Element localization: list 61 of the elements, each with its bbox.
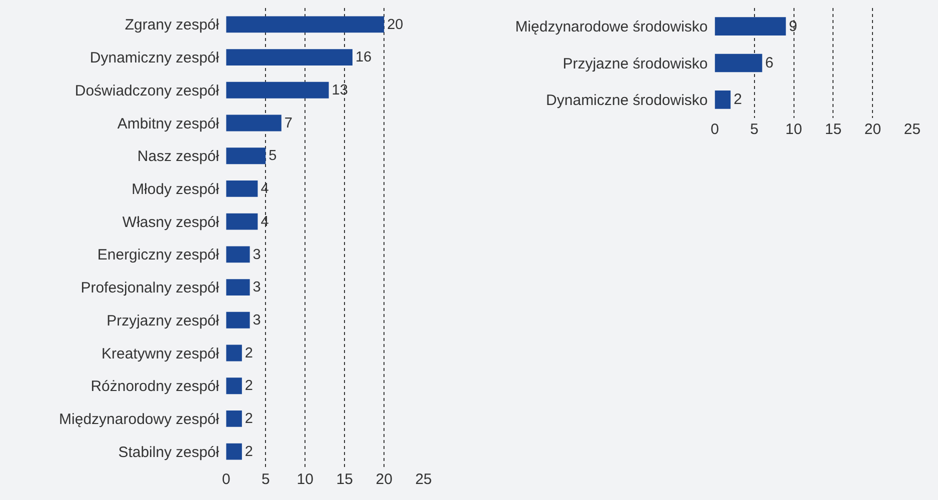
x-tick-label: 5	[750, 121, 758, 138]
y-tick-label: Przyjazny zespół	[106, 312, 220, 330]
bar	[714, 90, 731, 109]
bar	[226, 279, 250, 296]
y-tick-label: Dynamiczny zespół	[90, 50, 220, 67]
data-label: 2	[244, 345, 253, 362]
data-label: 5	[268, 148, 277, 164]
data-label: 3	[252, 280, 261, 296]
bar	[226, 114, 282, 132]
data-label: 6	[765, 54, 774, 72]
y-tick-label: Różnorodny zespół	[90, 378, 220, 396]
y-tick-label: Profesjonalny zespół	[80, 280, 220, 297]
bar	[226, 246, 250, 263]
data-label: 20	[387, 16, 404, 33]
x-tick-label: 0	[222, 471, 230, 488]
bar	[226, 49, 352, 66]
x-tick-label: 10	[296, 471, 314, 488]
bar	[226, 180, 258, 197]
bar	[226, 410, 242, 427]
x-tick-label: 25	[904, 121, 921, 138]
x-tick-label: 0	[710, 121, 719, 138]
data-label: 16	[355, 50, 372, 66]
x-tick-label: 15	[824, 121, 842, 138]
y-tick-label: Młody zespół	[132, 180, 220, 198]
y-tick-label: Doświadczony zespół	[74, 82, 220, 100]
y-tick-label: Ambitny zespół	[117, 115, 220, 132]
bar	[226, 16, 384, 33]
y-tick-label: Międzynarodowe środowisko	[515, 18, 708, 36]
y-tick-label: Nasz zespół	[137, 148, 220, 166]
bar	[226, 82, 329, 98]
x-tick-label: 20	[864, 121, 882, 138]
x-tick-label: 10	[785, 121, 802, 138]
y-tick-label: Zgrany zespół	[124, 16, 220, 34]
x-tick-label: 5	[261, 471, 270, 488]
bar	[226, 213, 258, 230]
y-tick-label: Kreatywny zespół	[102, 345, 220, 362]
data-label: 2	[244, 378, 253, 394]
y-tick-label: Stabilny zespół	[118, 444, 220, 461]
y-tick-label: Międzynarodowy zespół	[59, 410, 220, 428]
data-label: 4	[260, 214, 269, 230]
data-label: 7	[284, 115, 292, 132]
data-label: 2	[734, 91, 742, 108]
y-tick-label: Własny zespół	[122, 214, 220, 231]
x-tick-label: 25	[415, 471, 432, 488]
data-label: 3	[252, 312, 261, 328]
data-label: 2	[244, 444, 253, 460]
data-label: 2	[244, 411, 253, 428]
bar	[714, 54, 762, 72]
y-tick-label: Energiczny zespół	[97, 246, 220, 264]
bar	[226, 148, 266, 164]
x-tick-label: 20	[376, 471, 392, 488]
y-tick-label: Przyjazne środowisko	[562, 55, 708, 72]
bar	[226, 344, 242, 362]
y-tick-label: Dynamiczne środowisko	[546, 92, 708, 109]
bar	[226, 443, 242, 460]
bar	[226, 312, 250, 328]
bar	[714, 17, 786, 36]
x-tick-label: 15	[336, 471, 353, 488]
bar	[226, 378, 242, 394]
data-label: 13	[332, 82, 348, 98]
data-label: 3	[252, 246, 261, 263]
